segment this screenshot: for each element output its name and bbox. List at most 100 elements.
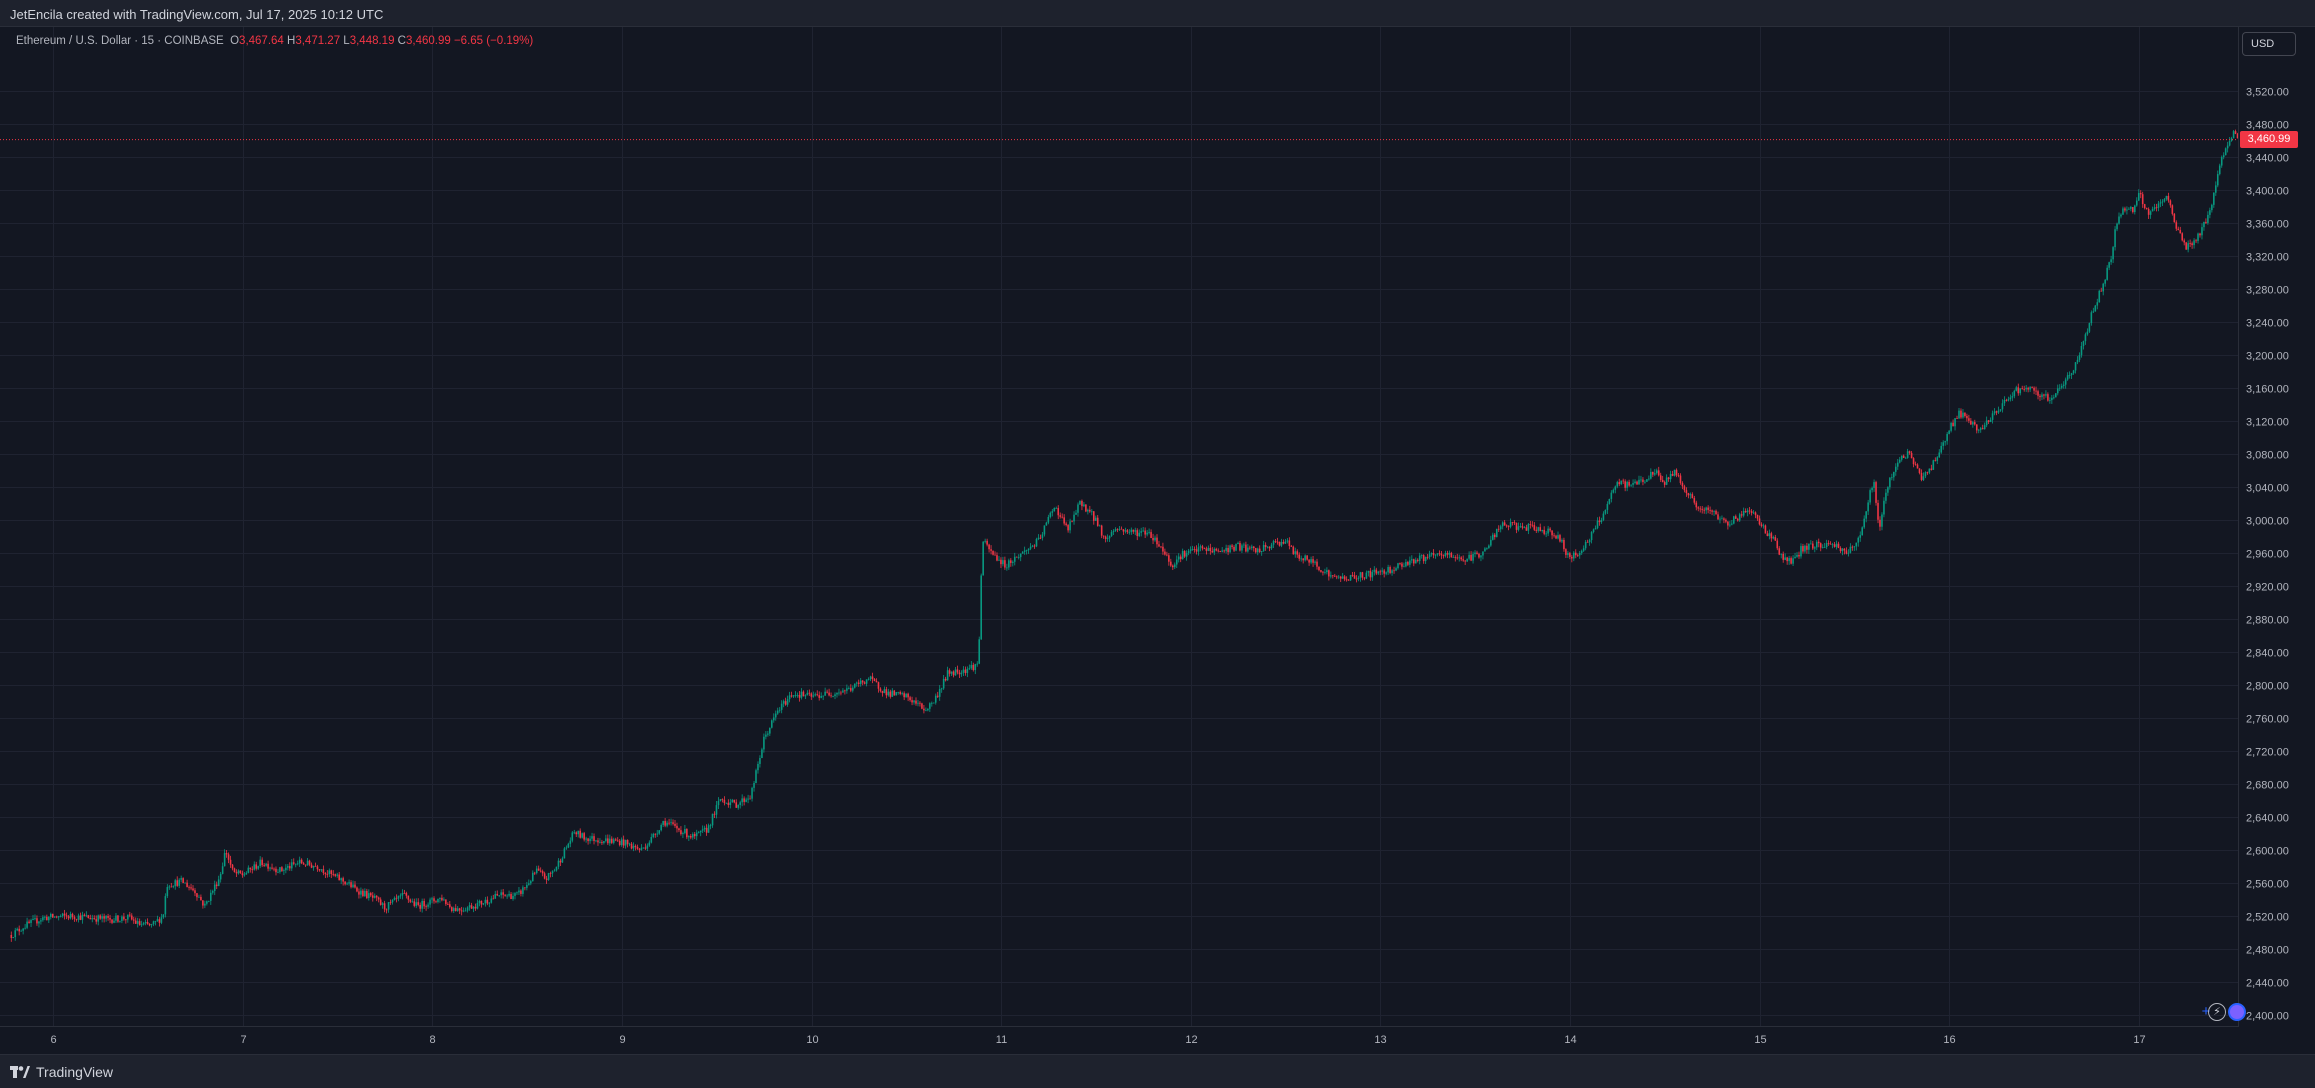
candle-body <box>1409 560 1411 565</box>
candle-body <box>1531 524 1534 526</box>
candle-body <box>553 870 556 872</box>
candle-body <box>1079 500 1081 505</box>
candle-body <box>271 867 273 869</box>
candle-body <box>899 692 902 694</box>
candle-body <box>1578 553 1581 556</box>
x-tick-label: 8 <box>429 1034 435 1046</box>
candle-body <box>213 884 216 891</box>
candle-body <box>1324 572 1326 573</box>
candle-body <box>1462 559 1464 561</box>
candle-body <box>597 840 599 843</box>
candle-body <box>413 901 416 906</box>
y-tick-label: 3,080.00 <box>2246 450 2289 462</box>
candle-body <box>1798 554 1800 557</box>
candle-body <box>901 693 903 695</box>
close-value: 3,460.99 <box>405 35 451 47</box>
candle-body <box>1636 481 1638 485</box>
candle-body <box>1904 457 1907 459</box>
candle-body <box>504 894 506 896</box>
candle-body <box>765 734 767 737</box>
candle-body <box>1592 529 1595 533</box>
tradingview-logo[interactable]: TradingView <box>10 1064 114 1080</box>
candle-body <box>498 895 500 897</box>
candle-body <box>1035 539 1038 547</box>
candle-body <box>1837 543 1840 548</box>
candle-body <box>488 902 491 904</box>
price-chart[interactable]: 2,400.00 2,440.00 2,480.00 2,520.00 2,560.00… <box>0 27 2315 1054</box>
candle-body <box>1667 477 1670 480</box>
candle-body <box>1063 517 1065 524</box>
candle-body <box>1541 529 1543 531</box>
candle-body <box>1492 534 1494 540</box>
candle-body <box>492 898 495 900</box>
plus-icon[interactable]: + <box>2201 1003 2211 1020</box>
candle-body <box>2193 240 2195 246</box>
candle-body <box>808 692 811 694</box>
candle-body <box>535 868 538 874</box>
candle-body <box>328 870 331 875</box>
candle-body <box>2143 204 2146 209</box>
candle-body <box>1452 557 1455 558</box>
symbol-name[interactable]: Ethereum / U.S. Dollar · 15 · COINBASE <box>16 35 224 47</box>
candle-body <box>925 710 927 712</box>
candle-body <box>1116 529 1119 530</box>
candle-body <box>1296 551 1299 555</box>
candle-body <box>308 860 311 865</box>
candle-body <box>1784 557 1786 560</box>
candle-body <box>403 892 406 894</box>
candle-body <box>93 918 96 920</box>
price-axis[interactable]: 2,400.00 2,440.00 2,480.00 2,520.00 2,560.00… <box>2246 87 2289 1023</box>
candle-body <box>877 682 880 689</box>
candle-body <box>1681 482 1684 487</box>
y-tick-label: 2,440.00 <box>2246 978 2289 990</box>
candle-body <box>948 670 951 674</box>
candle-body <box>2222 155 2225 158</box>
candle-body <box>1772 537 1775 539</box>
candle-body <box>1373 569 1376 572</box>
candle-body <box>984 540 986 542</box>
candle-body <box>180 878 182 880</box>
candle-body <box>1768 533 1771 537</box>
candle-body <box>1958 410 1960 419</box>
candle-body <box>1490 539 1492 546</box>
candle-body <box>2102 283 2105 292</box>
candle-body <box>1983 425 1986 430</box>
candle-body <box>1108 536 1111 539</box>
candle-body <box>158 919 161 923</box>
candle-body <box>1914 464 1917 465</box>
candle-body <box>1251 546 1253 549</box>
candle-body <box>1197 547 1200 552</box>
candle-body <box>294 863 297 865</box>
candle-body <box>792 695 795 697</box>
candle-body <box>2153 207 2156 209</box>
candle-body <box>539 870 542 872</box>
candle-body <box>575 832 578 835</box>
candle-body <box>774 713 777 718</box>
candle-body <box>1270 544 1273 549</box>
lightning-icon[interactable]: ⚡ <box>2208 1003 2226 1021</box>
candle-body <box>1369 570 1372 578</box>
candle-body <box>1393 570 1395 572</box>
candle-body <box>1859 535 1862 538</box>
candle-body <box>1333 575 1336 577</box>
avatar-icon[interactable] <box>2228 1003 2246 1021</box>
time-axis[interactable]: 6 7 8 9 10 11 12 13 14 15 16 17 <box>50 1034 2145 1046</box>
candle-body <box>1134 530 1137 532</box>
currency-button[interactable]: USD <box>2242 32 2296 56</box>
candle-body <box>368 893 370 899</box>
candle-body <box>921 703 923 709</box>
tradingview-brand: TradingView <box>36 1064 114 1080</box>
candle-body <box>1237 542 1239 545</box>
candle-body <box>1853 546 1856 548</box>
candle-body <box>204 903 206 906</box>
candle-body <box>30 920 32 923</box>
candle-body <box>1247 547 1249 552</box>
candle-body <box>1893 471 1895 478</box>
candle-body <box>2021 388 2024 390</box>
candle-body <box>1975 424 1978 431</box>
candle-body <box>905 693 907 698</box>
candle-body <box>2031 387 2033 388</box>
candle-body <box>654 833 657 835</box>
candle-body <box>962 669 965 673</box>
candle-body <box>1829 543 1832 545</box>
